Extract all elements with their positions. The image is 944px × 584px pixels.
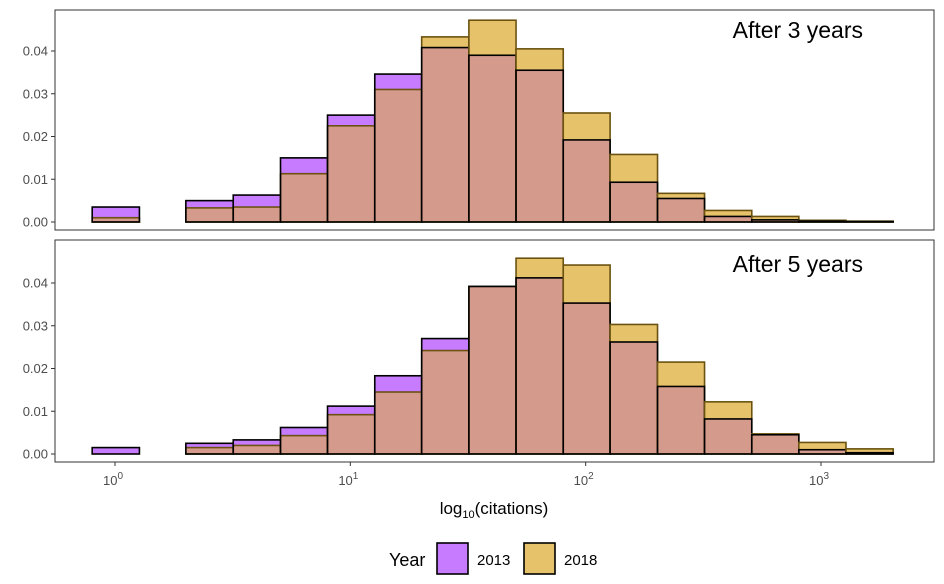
y-tick-label: 0.01 (23, 404, 48, 419)
bar-excess-2018 (516, 258, 564, 278)
bar-excess-2013 (92, 207, 140, 218)
panel-title: After 3 years (733, 17, 863, 43)
bar-excess-2018 (657, 362, 705, 387)
y-tick-label: 0.02 (23, 129, 48, 144)
legend-key-2018 (523, 542, 556, 575)
bar-outline-2013 (845, 451, 894, 455)
bar-excess-2018 (516, 48, 564, 71)
bar-excess-2013 (327, 406, 375, 415)
x-tick-label: 102 (574, 471, 594, 488)
x-axis-title: log10(citations) (440, 499, 549, 521)
x-axis-title-subscript: 10 (462, 509, 474, 521)
y-tick-label: 0.03 (23, 86, 48, 101)
bar-overlap (374, 392, 422, 454)
bar-overlap (421, 350, 469, 454)
bar-overlap (468, 286, 517, 454)
bar-excess-2013 (185, 200, 234, 208)
bar-excess-2018 (421, 36, 469, 48)
bar-overlap (280, 435, 328, 454)
bar-excess-2013 (233, 195, 281, 208)
bar-overlap (516, 70, 564, 222)
y-tick-label: 0.03 (23, 318, 48, 333)
bar-excess-2018 (563, 112, 611, 140)
bar-outline-2013 (798, 220, 847, 223)
bar-excess-2018 (657, 193, 705, 199)
legend-key-2013 (436, 542, 469, 575)
panel-2: 0.00 0.01 0.02 0.03 0.04 After 5 years (23, 239, 935, 463)
bar-excess-2013 (185, 443, 234, 448)
y-tick-label: 0.04 (23, 276, 48, 291)
bar-overlap (751, 434, 799, 454)
x-tick-label: 100 (103, 471, 123, 488)
panel-1: 0.00 0.01 0.02 0.03 0.04 After 3 years (23, 9, 935, 231)
x-tick-label: 103 (809, 471, 829, 488)
bar-overlap (421, 47, 469, 222)
bar-overlap (233, 445, 281, 454)
bar-overlap (516, 277, 564, 454)
bar-overlap (704, 216, 752, 222)
bar-overlap (657, 386, 705, 454)
x-axis-title-base: log (440, 499, 463, 518)
legend-label-2013: 2013 (477, 552, 510, 569)
bar-excess-2018 (563, 265, 611, 304)
bar-excess-2013 (421, 338, 469, 351)
bar-overlap (233, 207, 281, 222)
bar-overlap (468, 55, 517, 223)
y-tick-label: 0.00 (23, 215, 48, 230)
bar-overlap (563, 139, 611, 222)
y-tick-label: 0.02 (23, 361, 48, 376)
bar-overlap (92, 217, 140, 222)
bar-overlap (327, 125, 375, 222)
bar-excess-2013 (327, 115, 375, 126)
bar-excess-2013 (233, 439, 281, 446)
x-axis: 100 101 102 103 (103, 462, 829, 488)
bar-overlap (185, 447, 234, 454)
bar-excess-2013 (92, 447, 140, 454)
bar-overlap (563, 303, 611, 454)
bar-excess-2018 (704, 210, 752, 217)
bar-overlap (610, 182, 658, 222)
bar-overlap (327, 414, 375, 454)
x-axis-title-rest: (citations) (475, 499, 549, 518)
bar-overlap (374, 89, 422, 222)
y-tick-label: 0.00 (23, 447, 48, 462)
bar-excess-2018 (610, 154, 658, 183)
bar-overlap (751, 219, 799, 222)
bar-overlap (185, 207, 234, 222)
bar-outline-2013 (91, 446, 141, 455)
bar-excess-2013 (280, 157, 328, 174)
bar-excess-2018 (704, 401, 752, 419)
bar-excess-2018 (610, 324, 658, 342)
bar-excess-2018 (751, 216, 799, 220)
bar-excess-2018 (468, 20, 517, 56)
y-tick-label: 0.01 (23, 172, 48, 187)
legend-label-2018: 2018 (564, 552, 597, 569)
bar-excess-2013 (374, 74, 422, 90)
bar-excess-2013 (280, 427, 328, 436)
bar-overlap (704, 418, 752, 454)
bar-excess-2018 (845, 448, 894, 453)
bar-overlap (798, 449, 846, 454)
panel-title: After 5 years (733, 251, 863, 277)
legend-title: Year (389, 550, 425, 570)
legend: Year 2013 2018 (389, 542, 597, 575)
y-tick-label: 0.04 (23, 44, 48, 59)
bar-overlap (657, 198, 705, 222)
bar-excess-2018 (798, 442, 846, 450)
x-tick-label: 101 (338, 471, 358, 488)
bar-overlap (610, 341, 658, 454)
bar-excess-2013 (374, 375, 422, 393)
bar-outline-2013 (91, 206, 141, 223)
bar-overlap (280, 173, 328, 222)
